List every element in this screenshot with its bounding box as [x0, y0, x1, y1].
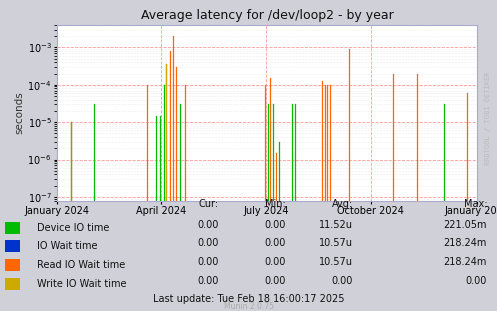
Text: 0.00: 0.00 [197, 238, 219, 248]
Text: Read IO Wait time: Read IO Wait time [37, 260, 126, 270]
Text: 10.57u: 10.57u [319, 257, 353, 267]
Title: Average latency for /dev/loop2 - by year: Average latency for /dev/loop2 - by year [141, 9, 394, 22]
Text: Min:: Min: [265, 199, 286, 209]
Text: IO Wait time: IO Wait time [37, 241, 98, 251]
Text: 10.57u: 10.57u [319, 238, 353, 248]
Text: 0.00: 0.00 [197, 220, 219, 230]
Text: 0.00: 0.00 [264, 238, 286, 248]
Text: 0.00: 0.00 [197, 257, 219, 267]
Text: 0.00: 0.00 [197, 276, 219, 285]
Text: Write IO Wait time: Write IO Wait time [37, 279, 127, 289]
Text: RRDTOOL / TOBI OETIKER: RRDTOOL / TOBI OETIKER [485, 72, 491, 165]
Text: Max:: Max: [464, 199, 487, 209]
Text: 0.00: 0.00 [264, 220, 286, 230]
Text: 0.00: 0.00 [466, 276, 487, 285]
Text: Device IO time: Device IO time [37, 223, 110, 233]
Text: 11.52u: 11.52u [319, 220, 353, 230]
Y-axis label: seconds: seconds [14, 91, 25, 134]
Text: 221.05m: 221.05m [443, 220, 487, 230]
Text: 0.00: 0.00 [264, 257, 286, 267]
Text: 0.00: 0.00 [264, 276, 286, 285]
Text: 0.00: 0.00 [331, 276, 353, 285]
Text: Last update: Tue Feb 18 16:00:17 2025: Last update: Tue Feb 18 16:00:17 2025 [153, 294, 344, 304]
Text: Munin 2.0.75: Munin 2.0.75 [224, 302, 273, 311]
Text: 218.24m: 218.24m [444, 257, 487, 267]
Text: 218.24m: 218.24m [444, 238, 487, 248]
Text: Cur:: Cur: [199, 199, 219, 209]
Text: Avg:: Avg: [331, 199, 353, 209]
